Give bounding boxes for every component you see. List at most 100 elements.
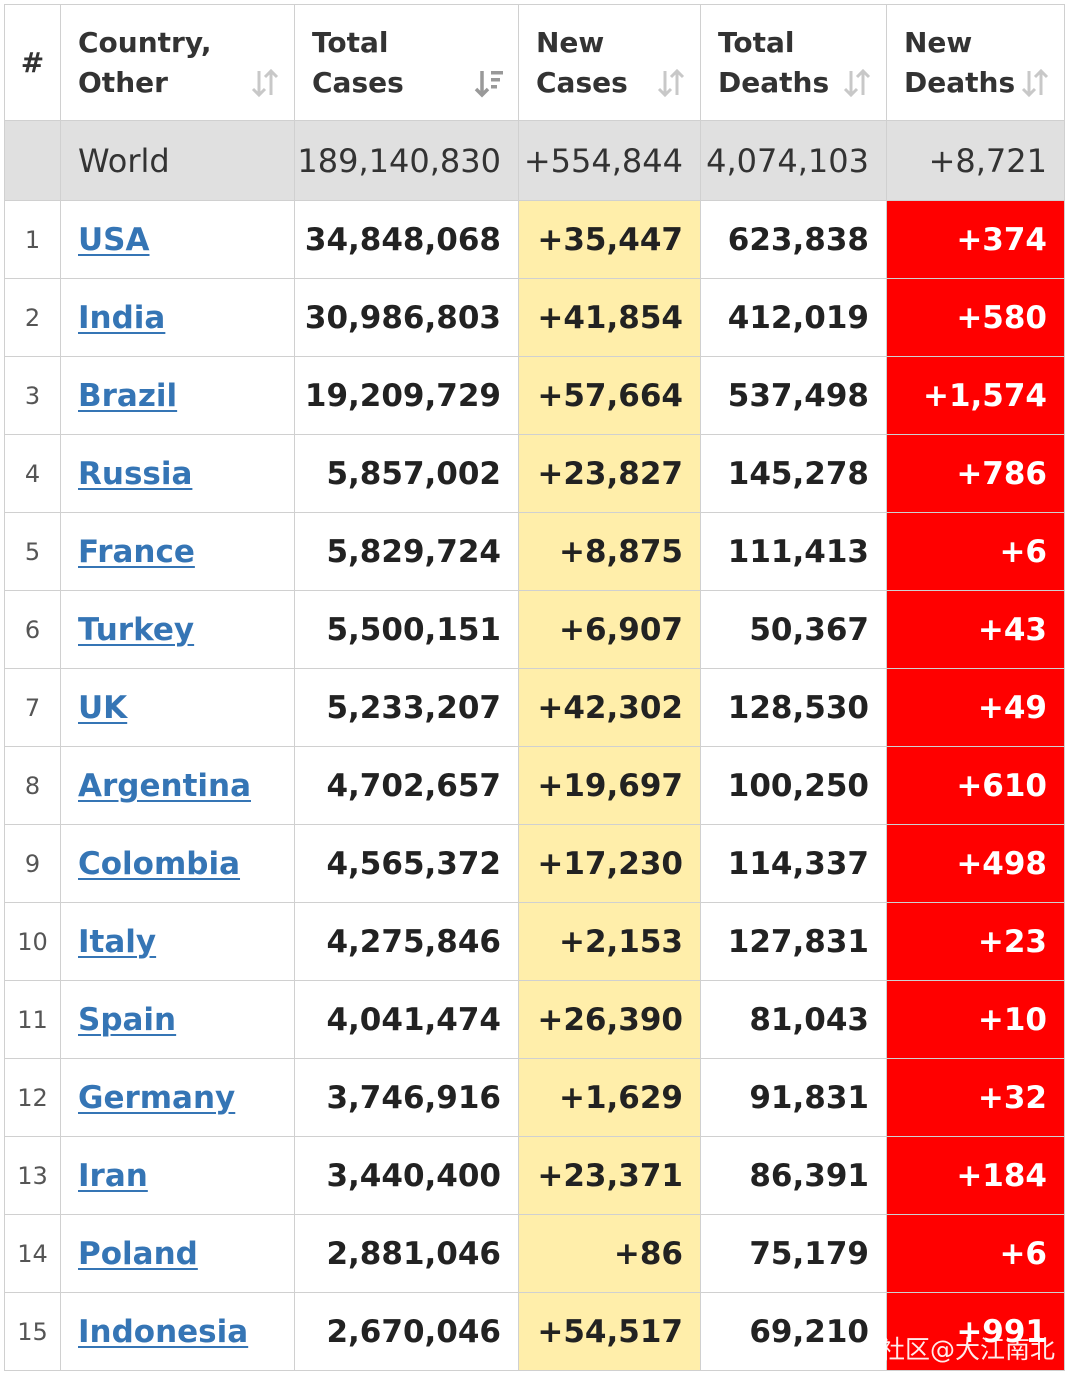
- country-link[interactable]: Italy: [78, 923, 157, 960]
- country-cell: Turkey: [60, 590, 295, 669]
- country-link[interactable]: Brazil: [78, 377, 178, 414]
- table-row: 10 Italy 4,275,846 +2,153 127,831 +23: [4, 902, 1065, 981]
- new-deaths-cell: +49: [886, 668, 1065, 747]
- total-cases-cell: 3,746,916: [294, 1058, 519, 1137]
- header-new-cases[interactable]: New Cases: [518, 4, 701, 121]
- total-cases-cell: 2,670,046: [294, 1292, 519, 1371]
- country-cell: France: [60, 512, 295, 591]
- table-row: 8 Argentina 4,702,657 +19,697 100,250 +610: [4, 746, 1065, 825]
- table-row: 2 India 30,986,803 +41,854 412,019 +580: [4, 278, 1065, 357]
- new-cases-cell: +19,697: [518, 746, 701, 825]
- header-row: # Country, Other Total Cases: [4, 4, 1065, 121]
- country-cell: Indonesia: [60, 1292, 295, 1371]
- table-row: 3 Brazil 19,209,729 +57,664 537,498 +1,574: [4, 356, 1065, 435]
- rank-cell: 11: [4, 980, 61, 1059]
- new-deaths-cell: +498: [886, 824, 1065, 903]
- country-link[interactable]: Indonesia: [78, 1313, 249, 1350]
- total-deaths-cell: 111,413: [700, 512, 887, 591]
- new-cases-cell: +26,390: [518, 980, 701, 1059]
- total-deaths-cell: 127,831: [700, 902, 887, 981]
- total-cases-cell: 4,565,372: [294, 824, 519, 903]
- watermark-text: 社区@大江南北: [880, 1335, 1056, 1364]
- country-cell: USA: [60, 200, 295, 279]
- table-row: 15 Indonesia 2,670,046 +54,517 69,210 +991: [4, 1292, 1065, 1371]
- new-cases-cell: +54,517: [518, 1292, 701, 1371]
- country-link[interactable]: France: [78, 533, 195, 570]
- new-cases-cell: +8,875: [518, 512, 701, 591]
- new-cases-cell: +2,153: [518, 902, 701, 981]
- sort-descending-icon[interactable]: [474, 67, 504, 99]
- rank-cell: 9: [4, 824, 61, 903]
- country-link[interactable]: Poland: [78, 1235, 198, 1272]
- new-deaths-cell: +32: [886, 1058, 1065, 1137]
- new-cases-cell: +86: [518, 1214, 701, 1293]
- header-new-deaths[interactable]: New Deaths: [886, 4, 1065, 121]
- sort-arrows-icon[interactable]: [1020, 67, 1050, 99]
- header-new-cases-line1: New: [536, 25, 605, 59]
- country-link[interactable]: Colombia: [78, 845, 241, 882]
- header-country[interactable]: Country, Other: [60, 4, 295, 121]
- total-cases-cell: 4,041,474: [294, 980, 519, 1059]
- header-total-deaths-line2: Deaths: [718, 65, 830, 99]
- rank-cell: 13: [4, 1136, 61, 1215]
- sort-arrows-icon[interactable]: [656, 67, 686, 99]
- rank-cell: 2: [4, 278, 61, 357]
- table-row: 4 Russia 5,857,002 +23,827 145,278 +786: [4, 434, 1065, 513]
- world-country-cell: World: [60, 120, 295, 201]
- header-total-cases-line2: Cases: [312, 65, 404, 99]
- total-cases-cell: 34,848,068: [294, 200, 519, 279]
- total-deaths-cell: 128,530: [700, 668, 887, 747]
- country-link[interactable]: UK: [78, 689, 128, 726]
- country-link[interactable]: Turkey: [78, 611, 195, 648]
- header-new-deaths-line2: Deaths: [904, 65, 1016, 99]
- header-new-deaths-line1: New: [904, 25, 973, 59]
- new-deaths-cell: +374: [886, 200, 1065, 279]
- total-cases-cell: 19,209,729: [294, 356, 519, 435]
- country-link[interactable]: India: [78, 299, 166, 336]
- new-cases-cell: +23,827: [518, 434, 701, 513]
- total-deaths-cell: 69,210: [700, 1292, 887, 1371]
- header-total-deaths[interactable]: Total Deaths: [700, 4, 887, 121]
- total-deaths-cell: 412,019: [700, 278, 887, 357]
- country-cell: Italy: [60, 902, 295, 981]
- total-deaths-cell: 623,838: [700, 200, 887, 279]
- table-row: 12 Germany 3,746,916 +1,629 91,831 +32: [4, 1058, 1065, 1137]
- total-deaths-cell: 91,831: [700, 1058, 887, 1137]
- new-cases-cell: +42,302: [518, 668, 701, 747]
- table-row: 5 France 5,829,724 +8,875 111,413 +6: [4, 512, 1065, 591]
- sort-arrows-icon[interactable]: [250, 67, 280, 99]
- total-deaths-cell: 86,391: [700, 1136, 887, 1215]
- new-cases-cell: +1,629: [518, 1058, 701, 1137]
- country-link[interactable]: Argentina: [78, 767, 251, 804]
- table-row: 6 Turkey 5,500,151 +6,907 50,367 +43: [4, 590, 1065, 669]
- country-link[interactable]: Germany: [78, 1079, 236, 1116]
- country-cell: India: [60, 278, 295, 357]
- total-deaths-cell: 100,250: [700, 746, 887, 825]
- new-deaths-cell: +184: [886, 1136, 1065, 1215]
- rank-cell: 6: [4, 590, 61, 669]
- new-deaths-cell: +6: [886, 512, 1065, 591]
- new-deaths-cell: +580: [886, 278, 1065, 357]
- country-cell: Brazil: [60, 356, 295, 435]
- total-cases-cell: 5,857,002: [294, 434, 519, 513]
- new-cases-cell: +23,371: [518, 1136, 701, 1215]
- total-cases-cell: 4,702,657: [294, 746, 519, 825]
- country-link[interactable]: Russia: [78, 455, 193, 492]
- rank-cell: 15: [4, 1292, 61, 1371]
- header-total-cases[interactable]: Total Cases: [294, 4, 519, 121]
- country-cell: Russia: [60, 434, 295, 513]
- new-deaths-cell: +991: [886, 1292, 1065, 1371]
- table-row: 1 USA 34,848,068 +35,447 623,838 +374: [4, 200, 1065, 279]
- new-deaths-cell: +10: [886, 980, 1065, 1059]
- country-link[interactable]: USA: [78, 221, 150, 258]
- new-cases-cell: +17,230: [518, 824, 701, 903]
- header-rank: #: [4, 4, 61, 121]
- total-cases-cell: 2,881,046: [294, 1214, 519, 1293]
- total-cases-cell: 4,275,846: [294, 902, 519, 981]
- sort-arrows-icon[interactable]: [842, 67, 872, 99]
- country-link[interactable]: Spain: [78, 1001, 177, 1038]
- country-link[interactable]: Iran: [78, 1157, 148, 1194]
- rank-cell: 14: [4, 1214, 61, 1293]
- total-deaths-cell: 114,337: [700, 824, 887, 903]
- rank-cell: 3: [4, 356, 61, 435]
